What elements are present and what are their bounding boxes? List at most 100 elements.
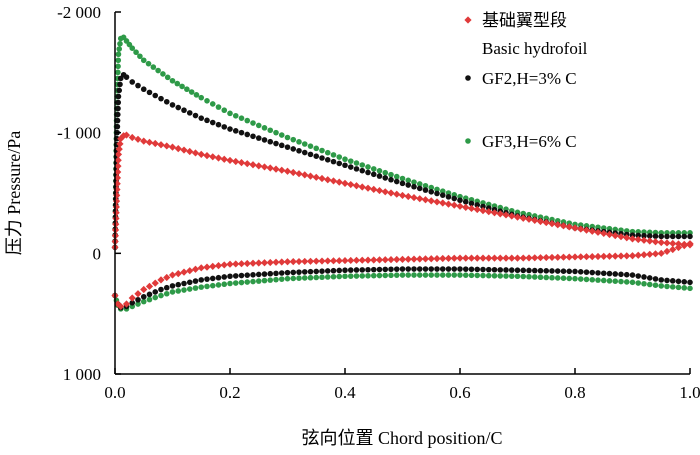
data-point <box>428 266 435 272</box>
data-point <box>135 82 141 89</box>
data-point <box>623 252 631 260</box>
data-point <box>536 254 545 262</box>
data-point <box>474 266 481 273</box>
axes <box>114 12 690 375</box>
data-point <box>272 258 280 266</box>
data-point <box>629 279 636 286</box>
data-point <box>336 267 343 274</box>
data-point <box>232 273 239 279</box>
data-point <box>370 171 377 178</box>
legend-marker <box>464 16 472 24</box>
data-point <box>450 201 458 209</box>
data-point <box>168 143 177 151</box>
data-point <box>186 110 193 116</box>
data-point <box>250 120 256 126</box>
data-point <box>387 256 395 264</box>
data-point <box>215 282 222 288</box>
data-point <box>169 77 176 84</box>
data-point <box>473 254 481 262</box>
data-point <box>186 147 194 156</box>
data-point <box>145 60 152 67</box>
data-point <box>313 145 320 152</box>
data-point <box>410 193 418 202</box>
x-tick-label: 0.2 <box>219 383 240 402</box>
data-point <box>347 158 354 164</box>
data-point <box>508 273 515 279</box>
data-point <box>428 188 435 195</box>
data-point <box>398 255 407 263</box>
y-tick-label: 1 000 <box>63 365 101 384</box>
data-point <box>687 233 693 240</box>
data-point <box>186 286 193 292</box>
data-point <box>232 128 239 134</box>
data-point <box>243 160 251 168</box>
data-point <box>184 86 190 93</box>
data-point <box>439 272 446 278</box>
data-point <box>313 268 320 275</box>
data-point <box>261 125 268 131</box>
data-point <box>352 182 361 190</box>
data-point <box>681 233 688 240</box>
data-point <box>204 276 210 282</box>
data-point <box>629 232 636 239</box>
data-point <box>307 268 314 275</box>
legend-marker <box>465 75 471 81</box>
data-point <box>330 158 337 165</box>
data-point <box>227 280 233 287</box>
data-point <box>589 269 596 276</box>
data-point <box>641 280 647 287</box>
data-point <box>250 272 256 278</box>
data-point <box>290 146 297 152</box>
data-point <box>508 267 515 273</box>
data-point <box>658 277 665 283</box>
data-point <box>324 176 332 184</box>
data-point <box>410 255 418 263</box>
data-point <box>140 285 148 294</box>
data-point <box>365 164 371 170</box>
data-point <box>445 272 452 278</box>
data-point <box>595 270 601 276</box>
data-point <box>364 184 372 192</box>
data-point <box>416 185 423 192</box>
data-point <box>652 276 659 282</box>
data-point <box>137 53 143 60</box>
data-point <box>606 278 613 284</box>
data-point <box>612 271 619 277</box>
data-point <box>330 267 337 274</box>
data-point <box>623 279 630 285</box>
data-point <box>399 266 406 272</box>
data-point <box>457 272 463 278</box>
data-point <box>290 275 297 282</box>
data-point <box>249 161 257 169</box>
data-point <box>226 260 234 268</box>
data-point <box>226 156 234 165</box>
legend: 基础翼型段 Basic hydrofoil GF2,H=3% C GF3,H=6% C <box>464 11 588 151</box>
data-point <box>549 268 555 274</box>
data-point <box>444 200 453 208</box>
data-point <box>214 262 223 270</box>
data-point <box>115 111 121 118</box>
data-point <box>577 225 585 233</box>
data-point <box>434 190 440 197</box>
data-point <box>174 80 181 87</box>
data-point <box>376 173 383 179</box>
data-point <box>675 278 682 285</box>
data-point <box>152 92 159 99</box>
data-point <box>485 208 493 216</box>
data-point <box>135 301 141 307</box>
data-point <box>480 266 486 273</box>
data-point <box>445 266 452 272</box>
data-point <box>353 160 360 166</box>
data-point <box>163 273 171 282</box>
data-point <box>572 268 578 275</box>
data-point <box>421 196 430 204</box>
ticks: 0.0 0.2 0.4 0.6 0.8 1.0 -2 000 -1 000 0 1 000 <box>57 3 700 402</box>
data-point <box>221 281 228 288</box>
data-point <box>663 247 671 256</box>
data-point <box>480 203 486 210</box>
data-point <box>115 51 122 58</box>
data-point <box>520 267 527 274</box>
data-point <box>115 93 122 100</box>
data-point <box>237 260 246 268</box>
